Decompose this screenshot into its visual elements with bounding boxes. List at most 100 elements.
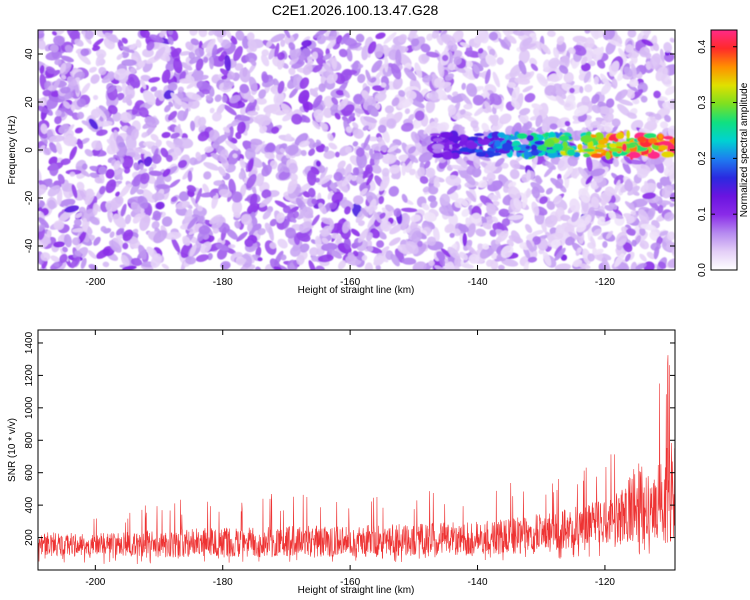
heatmap-cell (50, 255, 60, 263)
heatmap-cell (196, 80, 212, 92)
heatmap-cell (210, 153, 226, 163)
heatmap-cell (571, 212, 580, 223)
heatmap-cell (246, 239, 254, 247)
heatmap-cell (609, 60, 620, 77)
heatmap-cell (71, 227, 85, 233)
heatmap-signal-cell (525, 145, 531, 150)
heatmap-cell (525, 187, 531, 199)
heatmap-cell (250, 138, 263, 146)
heatmap-cell (531, 201, 540, 216)
heatmap-cell (367, 105, 379, 117)
heatmap-signal-cell (534, 140, 546, 145)
heatmap-cell (167, 82, 178, 91)
colorbar-tick-label: 0.3 (697, 95, 708, 109)
heatmap-cell (246, 202, 260, 215)
heatmap-cell (447, 63, 456, 71)
heatmap-cell (92, 45, 101, 52)
heatmap-signal-cell (491, 131, 501, 139)
heatmap-cell (371, 59, 383, 73)
heatmap-cell (308, 187, 316, 198)
heatmap-cell (90, 74, 100, 84)
heatmap-cell (209, 107, 215, 114)
heatmap-cell (488, 194, 499, 201)
heatmap-cell (172, 138, 183, 149)
heatmap-cell (143, 156, 153, 167)
heatmap-cell (421, 203, 430, 211)
heatmap-cell (161, 216, 173, 227)
heatmap-cell (459, 109, 466, 115)
heatmap-cell (120, 203, 127, 217)
heatmap-cell (645, 52, 652, 59)
heatmap-cell (374, 43, 384, 58)
y-tick-label: 400 (24, 496, 35, 513)
snr-xlabel: Height of straight line (km) (298, 585, 415, 596)
heatmap-cell (626, 215, 635, 224)
heatmap-cell (373, 259, 383, 266)
heatmap-signal-cell (566, 149, 576, 156)
heatmap-cell (150, 86, 158, 92)
heatmap-cell (659, 48, 665, 63)
heatmap-cell (440, 248, 451, 258)
heatmap-cell (611, 118, 621, 127)
heatmap-cell (94, 177, 103, 184)
heatmap-cell (141, 131, 148, 138)
heatmap-cell (342, 220, 351, 234)
heatmap-cell (579, 86, 584, 94)
heatmap-cell (664, 85, 675, 96)
heatmap-cell (154, 90, 162, 98)
heatmap-cell (532, 236, 541, 245)
heatmap-cell (478, 179, 488, 189)
heatmap-cell (350, 228, 361, 237)
heatmap-cell (325, 38, 337, 52)
heatmap-cell (345, 146, 352, 154)
heatmap-cell (664, 212, 675, 222)
heatmap-cell (459, 42, 471, 48)
heatmap-cell (239, 83, 250, 94)
heatmap-cell (63, 135, 78, 147)
heatmap-cell (446, 185, 458, 195)
heatmap-cell (298, 182, 313, 193)
heatmap-signal-cell (548, 131, 556, 138)
heatmap-cell (584, 30, 592, 34)
heatmap-cell (271, 84, 280, 95)
heatmap-cell (581, 95, 591, 106)
heatmap-cell (554, 263, 571, 270)
heatmap-cell (481, 122, 490, 132)
heatmap-cell (81, 163, 88, 170)
heatmap-cell (482, 243, 490, 250)
heatmap-cell (587, 242, 596, 249)
heatmap-cell (285, 144, 299, 155)
heatmap-cell (60, 55, 74, 63)
heatmap-cell (511, 99, 520, 109)
colorbar-ticks: 0.0 0.1 0.2 0.3 0.4 (697, 39, 737, 277)
heatmap-cell (64, 44, 73, 53)
heatmap-cell (294, 132, 309, 146)
heatmap-cell (121, 254, 130, 267)
heatmap-cell (334, 151, 340, 158)
heatmap-cell (401, 193, 408, 203)
heatmap-cell (519, 114, 529, 124)
heatmap-cell (130, 128, 139, 141)
heatmap-cell (321, 36, 338, 41)
heatmap-cell (116, 227, 125, 236)
heatmap-cell (454, 66, 466, 74)
heatmap-cell (323, 150, 336, 160)
heatmap-cell (276, 212, 285, 224)
heatmap-cell (198, 225, 211, 235)
heatmap-cell (444, 261, 455, 270)
heatmap-signal-cell (545, 149, 557, 154)
heatmap-cell (359, 188, 368, 196)
heatmap-cell (614, 253, 625, 268)
spectrogram-xlabel: Height of straight line (km) (298, 285, 415, 296)
heatmap-cell (337, 98, 349, 111)
colorbar: 0.0 0.1 0.2 0.3 0.4 Normalized spectral ampl… (697, 29, 750, 277)
heatmap-cell (649, 231, 660, 241)
heatmap-cell (517, 71, 532, 79)
heatmap-cell (547, 30, 556, 38)
heatmap-signal-cell (661, 151, 674, 158)
heatmap-cell (290, 48, 302, 60)
heatmap-cell (425, 51, 440, 58)
heatmap-cell (249, 58, 257, 66)
heatmap-cell (115, 191, 121, 197)
heatmap-cell (539, 196, 548, 205)
